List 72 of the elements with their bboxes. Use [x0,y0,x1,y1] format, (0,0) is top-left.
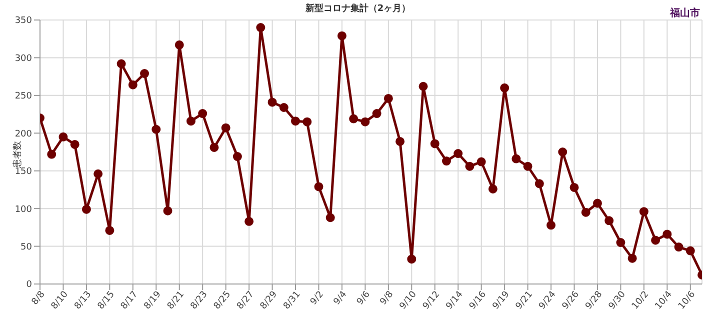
y-tick-label: 300 [14,54,32,64]
point [674,242,684,252]
point [128,80,138,90]
point [82,204,91,214]
text: 福山市 [670,6,700,20]
x-tick-label: 8/8 [30,289,48,308]
point [314,182,324,192]
y-tick-label: 200 [14,129,32,140]
y-tick-label: 350 [14,16,32,26]
point [662,230,672,239]
point [616,238,626,248]
point [476,157,486,166]
point [500,83,510,92]
x-tick-label: 9/4 [332,289,350,308]
y-tick-label: 100 [14,204,32,215]
point [570,182,579,192]
point [384,94,393,103]
point [465,162,474,171]
point [651,236,660,245]
point [140,69,150,78]
point [326,213,335,222]
point [337,31,346,40]
point [232,152,242,162]
point [47,150,56,159]
point [302,117,312,126]
point [488,184,498,194]
point [592,198,602,208]
point [221,123,230,132]
point [279,102,288,112]
y-tick-label: 150 [14,167,32,178]
point [512,154,521,164]
point [430,139,440,148]
point [360,117,370,126]
point [604,216,614,226]
point [291,116,300,126]
point [94,169,103,178]
point [558,148,568,156]
point [210,142,219,152]
point [70,140,80,149]
point [523,162,532,171]
point [442,156,451,166]
point [454,149,463,158]
point [581,208,590,217]
x-tick-label: 9/6 [355,289,373,308]
point [349,114,358,124]
y-tick-label: 0 [26,280,32,290]
y-tick-label: 50 [20,242,32,252]
y-tick-label: 250 [14,92,32,102]
point [639,207,648,216]
point [58,132,68,142]
point [372,109,382,118]
point [256,23,266,32]
point [244,216,254,226]
point [546,220,556,230]
point [268,98,277,107]
point [186,116,196,126]
x-tick-label: 9/2 [308,290,326,308]
point [407,254,416,264]
point [534,179,544,188]
point [105,226,114,235]
point [198,109,208,118]
chart-title: 新型コロナ集計（2ヶ月） [305,4,411,14]
point [174,40,184,50]
point [396,136,405,146]
point [152,124,161,134]
y-axis-title: 患者数 [12,141,23,168]
point [163,206,172,216]
point [418,82,428,91]
point [628,254,637,263]
point [116,59,126,68]
x-tick-label: 9/8 [378,289,396,308]
point [686,246,695,256]
